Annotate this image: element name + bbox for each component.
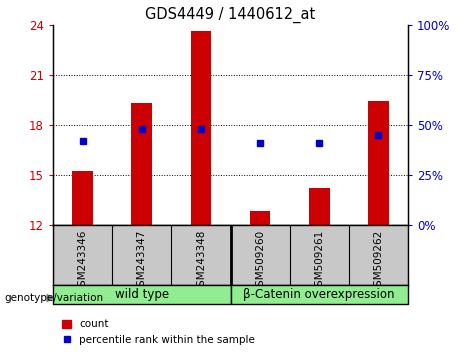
Bar [72, 171, 93, 225]
Text: GSM509261: GSM509261 [314, 230, 324, 293]
Title: GDS4449 / 1440612_at: GDS4449 / 1440612_at [145, 7, 316, 23]
Text: GSM243348: GSM243348 [196, 230, 206, 293]
Text: GSM243346: GSM243346 [77, 230, 88, 293]
Legend: count, percentile rank within the sample: count, percentile rank within the sample [58, 315, 259, 349]
Bar [230, 285, 408, 304]
Polygon shape [47, 295, 53, 302]
Text: genotype/variation: genotype/variation [5, 293, 104, 303]
Bar [368, 102, 389, 225]
Text: β-Catenin overexpression: β-Catenin overexpression [243, 288, 395, 301]
Text: GSM509260: GSM509260 [255, 230, 265, 293]
Text: GSM243347: GSM243347 [137, 230, 147, 293]
Text: GSM509262: GSM509262 [373, 230, 384, 293]
Bar [53, 285, 230, 304]
Bar [250, 211, 271, 225]
Bar [131, 103, 152, 225]
Bar [190, 32, 211, 225]
Bar [309, 188, 330, 225]
Text: wild type: wild type [115, 288, 169, 301]
